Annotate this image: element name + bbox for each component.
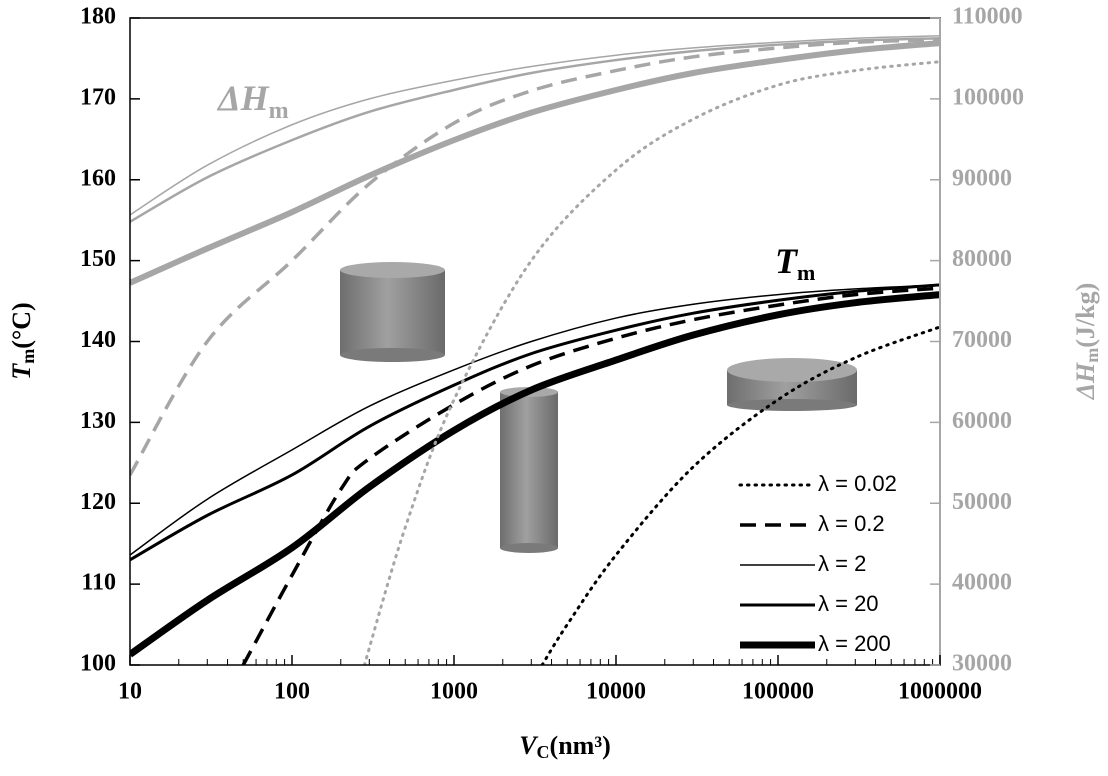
annotation-sub: m (269, 98, 289, 124)
y-label-main: T (7, 363, 36, 380)
y-axis-label: Tm(°C) (7, 302, 38, 379)
x-tick-label: 1000000 (898, 679, 982, 705)
legend-label: λ = 200 (818, 631, 891, 656)
data-line (130, 35, 940, 216)
annotation-sub: m (797, 260, 815, 285)
y-tick-label: 110 (81, 570, 116, 596)
y2-label-sub: m (1082, 348, 1102, 363)
data-line (130, 40, 940, 286)
data-line (540, 325, 940, 665)
data-line (130, 283, 940, 562)
x-tick-label: 10 (118, 679, 142, 705)
x-label-unit: (nm³) (550, 731, 611, 760)
disk-shape (727, 358, 857, 411)
x-tick-label: 100000 (742, 679, 814, 705)
y2-tick-label: 100000 (952, 84, 1024, 110)
y2-tick-label: 90000 (952, 165, 1012, 191)
y-tick-label: 140 (80, 327, 116, 353)
y-tick-label: 100 (80, 651, 116, 677)
y-tick-label: 120 (80, 489, 116, 515)
y-tick-label: 160 (80, 165, 116, 191)
y2-tick-label: 110000 (952, 4, 1023, 30)
legend-label: λ = 0.02 (818, 471, 897, 496)
legend: λ = 0.02 λ = 0.2 λ = 2 λ = 20 λ = 200 (738, 471, 897, 656)
x-tick-label: 1000 (430, 679, 478, 705)
annotation-main: ΔH (216, 78, 270, 118)
x-axis-label: VC(nm³) (519, 731, 611, 762)
y-tick-label: 180 (80, 4, 116, 30)
y2-tick-label: 40000 (952, 570, 1012, 596)
axes: 10 100 1000 10000 100000 10000001001101201301… (80, 4, 1024, 705)
x-label-sub: C (537, 742, 550, 762)
data-line (130, 291, 940, 658)
y2-axis-label: ΔHm(J/kg) (1071, 283, 1102, 401)
rod-shape (500, 387, 558, 553)
y-tick-label: 130 (80, 408, 116, 434)
data-line (130, 38, 940, 476)
y2-tick-label: 70000 (952, 327, 1012, 353)
y2-tick-label: 50000 (952, 489, 1012, 515)
y-tick-label: 170 (80, 84, 116, 110)
plot-area (130, 35, 940, 665)
y-label-sub: m (18, 349, 38, 364)
annotation: Tm (775, 241, 815, 285)
y2-tick-label: 30000 (952, 651, 1012, 677)
y-tick-label: 150 (80, 246, 116, 272)
annotation: ΔHm (216, 78, 289, 123)
data-line (130, 36, 940, 223)
data-line (130, 284, 940, 556)
x-tick-label: 100 (274, 679, 310, 705)
y2-label-unit: (J/kg) (1071, 283, 1100, 348)
annotation-main: T (775, 241, 799, 281)
y2-tick-label: 60000 (952, 408, 1012, 434)
legend-label: λ = 0.2 (818, 511, 885, 536)
x-label-main: V (519, 731, 539, 760)
cylinder-shape (340, 262, 445, 362)
y-label-unit: (°C) (7, 302, 36, 349)
legend-label: λ = 20 (818, 591, 879, 616)
y2-label-main: ΔH (1071, 362, 1100, 400)
x-tick-label: 10000 (586, 679, 646, 705)
legend-label: λ = 2 (818, 551, 866, 576)
data-line (362, 60, 940, 665)
y2-tick-label: 80000 (952, 246, 1012, 272)
